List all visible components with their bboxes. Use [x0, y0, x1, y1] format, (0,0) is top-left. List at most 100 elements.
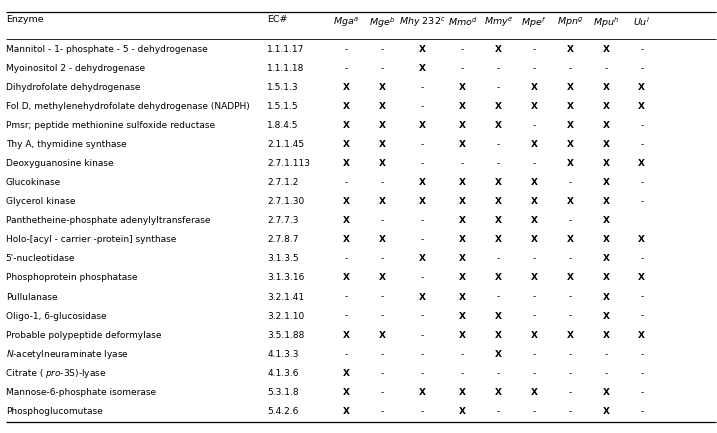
Text: X: X — [343, 197, 350, 206]
Text: -: - — [569, 255, 571, 263]
Text: -: - — [497, 293, 500, 301]
Text: -: - — [533, 121, 536, 130]
Text: X: X — [459, 293, 466, 301]
Text: -: - — [533, 350, 536, 359]
Text: -: - — [381, 312, 384, 320]
Text: X: X — [459, 216, 466, 225]
Text: X: X — [379, 102, 386, 111]
Text: X: X — [566, 159, 574, 168]
Text: X: X — [602, 83, 609, 92]
Text: X: X — [602, 255, 609, 263]
Text: X: X — [379, 140, 386, 149]
Text: X: X — [459, 121, 466, 130]
Text: X: X — [602, 216, 609, 225]
Text: -: - — [569, 350, 571, 359]
Text: X: X — [602, 407, 609, 416]
Text: X: X — [459, 255, 466, 263]
Text: Enzyme: Enzyme — [6, 15, 43, 24]
Text: X: X — [495, 331, 502, 339]
Text: -: - — [640, 407, 643, 416]
Text: X: X — [495, 216, 502, 225]
Text: $\mathit{pro}$-3S)-lyase: $\mathit{pro}$-3S)-lyase — [45, 367, 107, 380]
Text: 3.5.1.88: 3.5.1.88 — [267, 331, 305, 339]
Text: X: X — [602, 331, 609, 339]
Text: -: - — [461, 369, 464, 378]
Text: X: X — [379, 331, 386, 339]
Text: X: X — [602, 102, 609, 111]
Text: X: X — [531, 274, 538, 282]
Text: -: - — [461, 64, 464, 73]
Text: EC#: EC# — [267, 15, 288, 24]
Text: X: X — [343, 216, 350, 225]
Text: -: - — [640, 64, 643, 73]
Text: Citrate (: Citrate ( — [6, 369, 43, 378]
Text: -: - — [640, 255, 643, 263]
Text: -: - — [497, 407, 500, 416]
Text: Mannitol - 1- phosphate - 5 - dehydrogenase: Mannitol - 1- phosphate - 5 - dehydrogen… — [6, 45, 207, 54]
Text: 2.7.1.2: 2.7.1.2 — [267, 178, 299, 187]
Text: -: - — [421, 236, 424, 244]
Text: -: - — [345, 45, 348, 54]
Text: -: - — [533, 293, 536, 301]
Text: -: - — [381, 64, 384, 73]
Text: -: - — [381, 255, 384, 263]
Text: 3.1.3.16: 3.1.3.16 — [267, 274, 305, 282]
Text: Glucokinase: Glucokinase — [6, 178, 61, 187]
Text: -: - — [640, 350, 643, 359]
Text: X: X — [459, 178, 466, 187]
Text: $\mathit{Mpe}^f$: $\mathit{Mpe}^f$ — [521, 15, 547, 30]
Text: X: X — [379, 121, 386, 130]
Text: X: X — [495, 121, 502, 130]
Text: -: - — [381, 388, 384, 397]
Text: Panthetheine-phosphate adenylyltransferase: Panthetheine-phosphate adenylyltransfera… — [6, 216, 210, 225]
Text: -: - — [421, 331, 424, 339]
Text: X: X — [531, 83, 538, 92]
Text: X: X — [638, 331, 645, 339]
Text: X: X — [602, 121, 609, 130]
Text: -: - — [497, 83, 500, 92]
Text: -: - — [604, 369, 607, 378]
Text: X: X — [602, 197, 609, 206]
Text: X: X — [459, 274, 466, 282]
Text: -: - — [569, 312, 571, 320]
Text: Phosphoprotein phosphatase: Phosphoprotein phosphatase — [6, 274, 137, 282]
Text: X: X — [343, 236, 350, 244]
Text: Probable polypeptide deformylase: Probable polypeptide deformylase — [6, 331, 161, 339]
Text: -: - — [421, 159, 424, 168]
Text: -: - — [345, 178, 348, 187]
Text: X: X — [419, 255, 426, 263]
Text: -: - — [461, 159, 464, 168]
Text: -: - — [421, 274, 424, 282]
Text: -: - — [421, 350, 424, 359]
Text: Myoinositol 2 - dehydrogenase: Myoinositol 2 - dehydrogenase — [6, 64, 145, 73]
Text: X: X — [343, 140, 350, 149]
Text: -: - — [569, 178, 571, 187]
Text: X: X — [566, 236, 574, 244]
Text: $\mathit{Mmo}^d$: $\mathit{Mmo}^d$ — [447, 15, 478, 28]
Text: -: - — [569, 388, 571, 397]
Text: 2.7.1.113: 2.7.1.113 — [267, 159, 310, 168]
Text: Fol D, methylenehydrofolate dehydrogenase (NADPH): Fol D, methylenehydrofolate dehydrogenas… — [6, 102, 250, 111]
Text: -: - — [421, 216, 424, 225]
Text: X: X — [602, 293, 609, 301]
Text: -: - — [497, 159, 500, 168]
Text: -: - — [381, 178, 384, 187]
Text: X: X — [419, 64, 426, 73]
Text: -: - — [569, 407, 571, 416]
Text: -: - — [604, 64, 607, 73]
Text: X: X — [638, 274, 645, 282]
Text: -: - — [421, 102, 424, 111]
Text: X: X — [531, 331, 538, 339]
Text: -: - — [640, 293, 643, 301]
Text: 5.3.1.8: 5.3.1.8 — [267, 388, 299, 397]
Text: X: X — [495, 350, 502, 359]
Text: $\mathit{Mmy}^e$: $\mathit{Mmy}^e$ — [484, 15, 513, 29]
Text: -: - — [421, 140, 424, 149]
Text: X: X — [566, 102, 574, 111]
Text: -: - — [533, 45, 536, 54]
Text: X: X — [459, 102, 466, 111]
Text: X: X — [566, 197, 574, 206]
Text: X: X — [379, 83, 386, 92]
Text: X: X — [566, 331, 574, 339]
Text: -: - — [421, 369, 424, 378]
